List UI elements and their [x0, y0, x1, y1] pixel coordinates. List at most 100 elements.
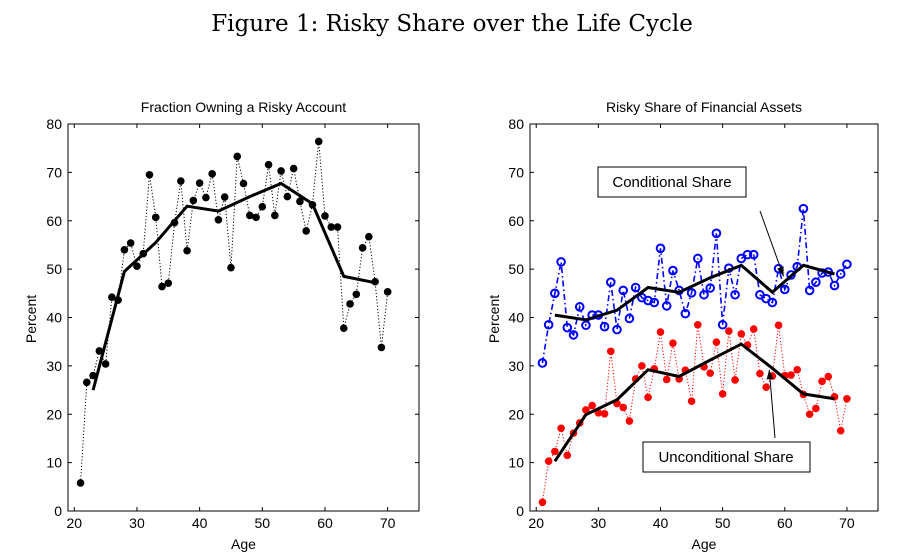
data-point — [762, 383, 770, 391]
y-tick-label: 40 — [508, 310, 524, 326]
data-point — [296, 197, 304, 206]
data-point — [786, 270, 796, 280]
data-point — [352, 290, 361, 299]
data-point — [805, 410, 814, 419]
data-point — [624, 313, 635, 324]
data-point — [339, 324, 348, 332]
data-point — [737, 330, 746, 338]
data-point — [668, 265, 678, 276]
data-point — [550, 288, 560, 299]
data-point — [687, 397, 696, 405]
data-point — [563, 451, 572, 460]
data-point — [214, 215, 223, 224]
data-point — [557, 424, 565, 433]
panel-title: Fraction Owning a Risky Account — [141, 99, 347, 115]
x-tick-label: 30 — [129, 515, 145, 531]
data-point — [692, 253, 703, 264]
y-tick-label: 60 — [508, 213, 524, 229]
series-line — [554, 263, 835, 322]
data-point — [333, 223, 342, 231]
data-point — [544, 457, 553, 465]
data-point — [574, 302, 585, 312]
data-point — [556, 257, 566, 267]
series-line — [91, 181, 376, 391]
y-tick-label: 20 — [46, 406, 62, 422]
data-point — [377, 343, 386, 352]
x-tick-label: 60 — [317, 515, 333, 531]
y-tick-label: 50 — [508, 261, 524, 277]
data-point — [811, 277, 821, 287]
y-tick-label: 40 — [46, 310, 62, 326]
data-point — [183, 246, 191, 255]
x-tick-label: 70 — [380, 515, 396, 531]
data-point — [618, 285, 629, 296]
data-point — [277, 167, 285, 175]
data-point — [538, 498, 547, 507]
y-tick-label: 10 — [508, 455, 524, 471]
data-point — [383, 288, 392, 296]
data-point — [793, 365, 802, 374]
x-tick-label: 50 — [715, 515, 731, 531]
annotation-label: Conditional Share — [612, 174, 731, 191]
y-axis-label: Percent — [23, 295, 39, 343]
data-point — [588, 401, 596, 410]
data-point — [662, 375, 671, 384]
series-line — [80, 141, 389, 483]
arrow-head — [777, 266, 784, 277]
data-point — [133, 262, 141, 271]
data-point — [599, 321, 610, 332]
x-tick-label: 20 — [528, 515, 544, 531]
data-point — [731, 376, 739, 384]
data-point — [177, 177, 185, 185]
data-point — [835, 269, 846, 279]
data-point — [717, 319, 728, 330]
data-point — [619, 403, 628, 412]
data-point — [749, 325, 758, 333]
data-point — [245, 211, 254, 220]
data-point — [568, 330, 579, 340]
x-tick-label: 50 — [255, 515, 271, 531]
data-point — [562, 322, 573, 333]
data-point — [101, 360, 110, 368]
data-point — [818, 377, 826, 386]
y-axis-label: Percent — [486, 295, 502, 343]
y-tick-label: 30 — [46, 358, 62, 374]
x-axis-label: Age — [692, 536, 717, 552]
panel-risky-share: Risky Share of Financial Assets Age Perc… — [486, 99, 879, 552]
data-point — [321, 212, 329, 220]
data-point — [358, 244, 367, 252]
data-point — [712, 338, 721, 346]
data-point — [202, 193, 210, 202]
panel-fraction-owning: Fraction Owning a Risky Account Age Perc… — [23, 99, 420, 552]
y-tick-label: 60 — [46, 213, 62, 229]
data-point — [233, 152, 242, 161]
x-tick-label: 70 — [839, 515, 855, 531]
data-point — [537, 358, 548, 368]
data-point — [252, 213, 260, 222]
panel-title: Risky Share of Financial Assets — [606, 99, 802, 115]
data-point — [76, 479, 85, 487]
data-point — [83, 378, 91, 387]
y-tick-label: 70 — [508, 164, 524, 180]
data-point — [649, 297, 660, 308]
data-point — [730, 289, 740, 300]
data-point — [661, 301, 672, 311]
data-point — [655, 243, 666, 254]
data-point — [346, 300, 354, 308]
data-point — [742, 249, 753, 260]
data-point — [271, 211, 279, 220]
data-point — [638, 362, 646, 370]
data-point — [164, 279, 173, 287]
data-point — [612, 324, 622, 335]
data-point — [264, 160, 273, 169]
data-point — [829, 280, 840, 291]
arrow-head — [766, 369, 774, 380]
data-point — [836, 426, 845, 435]
data-point — [718, 390, 727, 398]
annotation-label: Unconditional Share — [658, 449, 793, 466]
data-point — [711, 228, 722, 239]
data-point — [551, 447, 559, 456]
x-axis-label: Age — [231, 536, 256, 552]
y-tick-label: 0 — [516, 503, 524, 519]
